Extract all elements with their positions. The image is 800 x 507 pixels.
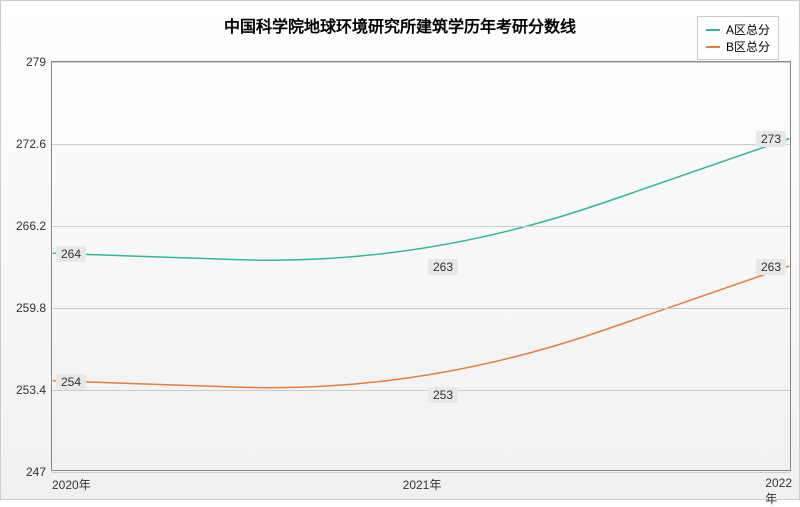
data-label: 263 bbox=[756, 259, 786, 275]
gridline bbox=[52, 390, 790, 391]
legend-label-b: B区总分 bbox=[726, 38, 770, 55]
line-layer bbox=[52, 62, 790, 470]
chart-title: 中国科学院地球环境研究所建筑学历年考研分数线 bbox=[224, 13, 576, 37]
data-label: 264 bbox=[56, 246, 86, 262]
data-label: 253 bbox=[428, 387, 458, 403]
chart-container: 中国科学院地球环境研究所建筑学历年考研分数线 A区总分 B区总分 247253.… bbox=[0, 0, 800, 500]
xtick-label: 2020年 bbox=[52, 476, 91, 493]
gridline bbox=[52, 472, 790, 473]
data-label: 263 bbox=[428, 259, 458, 275]
ytick-label: 247 bbox=[26, 465, 46, 479]
xtick-label: 2022年 bbox=[765, 476, 792, 507]
gridline bbox=[52, 226, 790, 227]
legend-swatch-a bbox=[706, 29, 720, 31]
ytick-label: 253.4 bbox=[16, 383, 46, 397]
legend-label-a: A区总分 bbox=[726, 21, 770, 38]
data-label: 254 bbox=[56, 374, 86, 390]
data-label: 273 bbox=[756, 131, 786, 147]
gridline bbox=[52, 308, 790, 309]
legend-swatch-b bbox=[706, 46, 720, 48]
ytick-label: 259.8 bbox=[16, 301, 46, 315]
ytick-label: 272.6 bbox=[16, 137, 46, 151]
xtick-label: 2021年 bbox=[403, 476, 442, 493]
legend-item-b: B区总分 bbox=[706, 38, 770, 55]
legend: A区总分 B区总分 bbox=[697, 16, 779, 60]
series-line-0 bbox=[53, 139, 789, 261]
plot-area: 247253.4259.8266.2272.62792020年2021年2022… bbox=[51, 61, 791, 471]
series-line-1 bbox=[53, 266, 789, 388]
legend-item-a: A区总分 bbox=[706, 21, 770, 38]
ytick-label: 279 bbox=[26, 55, 46, 69]
gridline bbox=[52, 62, 790, 63]
gridline bbox=[52, 144, 790, 145]
ytick-label: 266.2 bbox=[16, 219, 46, 233]
